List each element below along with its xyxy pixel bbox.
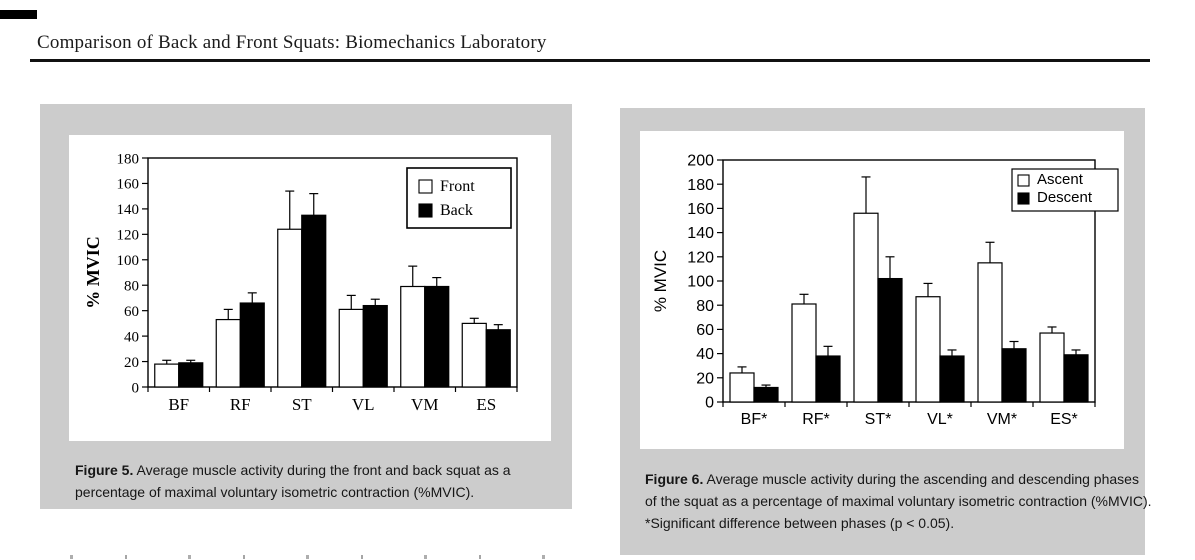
bar-back xyxy=(239,302,265,388)
header-rule xyxy=(30,59,1150,62)
bar-descent xyxy=(1001,348,1027,403)
bar-back xyxy=(362,304,388,388)
bar-front xyxy=(154,363,180,388)
bar-ascent xyxy=(853,212,879,403)
category-label: VL* xyxy=(927,411,953,428)
category-label: VM xyxy=(411,395,438,414)
figure6-panel: 0 20 40 60 80 100 120 140 160 180 200 BF* RF* ST* VL* V… xyxy=(620,108,1152,555)
legend-label: Front xyxy=(440,178,475,195)
category-label: VM* xyxy=(987,411,1017,428)
truncated-text-line xyxy=(70,555,570,559)
bar-descent xyxy=(877,277,903,403)
category-label: ES xyxy=(476,395,496,414)
bar-ascent xyxy=(791,303,817,403)
bar-back xyxy=(301,214,327,388)
y-axis-tick-label: 100 xyxy=(117,253,140,269)
y-axis-tick-label: 20 xyxy=(124,355,139,371)
y-axis-tick-label: 120 xyxy=(687,249,714,266)
bar-ascent xyxy=(977,262,1003,403)
bar-descent xyxy=(1063,354,1089,403)
bar-ascent xyxy=(915,296,941,403)
category-label: RF* xyxy=(802,411,830,428)
legend-swatch-front xyxy=(418,179,433,194)
figure6-chart-box: 0 20 40 60 80 100 120 140 160 180 200 BF* RF* ST* VL* V… xyxy=(640,131,1124,449)
page-corner-mark xyxy=(0,10,37,19)
bar-back xyxy=(178,362,204,388)
y-axis-tick-label: 20 xyxy=(696,370,714,387)
y-axis-tick-label: 0 xyxy=(132,380,140,396)
y-axis-tick-label: 140 xyxy=(117,202,140,218)
category-label: ST xyxy=(292,395,312,414)
y-axis-tick-label: 180 xyxy=(117,151,140,167)
category-label: VL xyxy=(352,395,375,414)
bar-ascent xyxy=(729,372,755,403)
y-axis-tick-label: 140 xyxy=(687,225,714,242)
legend-swatch-ascent xyxy=(1017,174,1030,187)
legend-swatch-descent xyxy=(1017,192,1030,205)
y-axis-label: % MVIC xyxy=(651,250,670,312)
y-axis-tick-label: 60 xyxy=(696,322,714,339)
bar-front xyxy=(461,322,487,388)
legend-swatch-back xyxy=(418,203,433,218)
y-axis-tick-label: 160 xyxy=(117,177,140,193)
y-axis-tick-label: 160 xyxy=(687,201,714,218)
y-axis-tick-label: 80 xyxy=(124,278,139,294)
figure5-panel: 0 20 40 60 80 100 120 140 160 180 BF RF ST VL VM ES % MV… xyxy=(40,104,572,509)
category-label: RF xyxy=(230,395,251,414)
figure5-chart-box: 0 20 40 60 80 100 120 140 160 180 BF RF ST VL VM ES % MV… xyxy=(69,135,551,441)
figure6-bar-chart: 0 20 40 60 80 100 120 140 160 180 200 BF* RF* ST* VL* V… xyxy=(651,153,1119,428)
y-axis-tick-label: 60 xyxy=(124,304,139,320)
y-axis-tick-label: 200 xyxy=(687,153,714,170)
figure6-caption-text: Average muscle activity during the ascen… xyxy=(645,471,1152,531)
bar-descent xyxy=(939,355,965,403)
bar-front xyxy=(338,308,364,388)
legend-box xyxy=(406,167,512,229)
y-axis-tick-label: 0 xyxy=(705,395,714,412)
y-axis-tick-label: 120 xyxy=(117,228,140,244)
y-axis-label: % MVIC xyxy=(83,236,103,309)
figure5-caption-label: Figure 5. xyxy=(75,462,134,478)
category-label: BF* xyxy=(741,411,768,428)
bar-front xyxy=(400,285,426,388)
bar-descent xyxy=(753,386,779,403)
bar-descent xyxy=(815,355,841,403)
legend-label: Ascent xyxy=(1037,171,1084,188)
figure6-caption: Figure 6. Average muscle activity during… xyxy=(645,468,1153,534)
category-label: ES* xyxy=(1050,411,1078,428)
figure5-caption: Figure 5. Average muscle activity during… xyxy=(75,459,564,503)
bar-back xyxy=(485,329,511,388)
legend-label: Descent xyxy=(1037,189,1093,206)
y-axis-tick-label: 80 xyxy=(696,298,714,315)
article-title: Comparison of Back and Front Squats: Bio… xyxy=(37,32,547,53)
y-axis-tick-label: 180 xyxy=(687,177,714,194)
y-axis-tick-label: 40 xyxy=(696,346,714,363)
bar-back xyxy=(424,285,450,388)
category-label: ST* xyxy=(865,411,892,428)
figure6-caption-label: Figure 6. xyxy=(645,471,704,487)
y-axis-tick-label: 100 xyxy=(687,274,714,291)
figure5-bar-chart: 0 20 40 60 80 100 120 140 160 180 BF RF ST VL VM ES % MV… xyxy=(83,151,518,414)
category-label: BF xyxy=(168,395,189,414)
legend-box xyxy=(1011,168,1119,212)
figure5-caption-text: Average muscle activity during the front… xyxy=(75,462,511,500)
bar-ascent xyxy=(1039,332,1065,403)
y-axis-tick-label: 40 xyxy=(124,329,139,345)
legend-label: Back xyxy=(440,202,473,219)
bar-front xyxy=(215,318,241,388)
bar-front xyxy=(277,228,303,388)
